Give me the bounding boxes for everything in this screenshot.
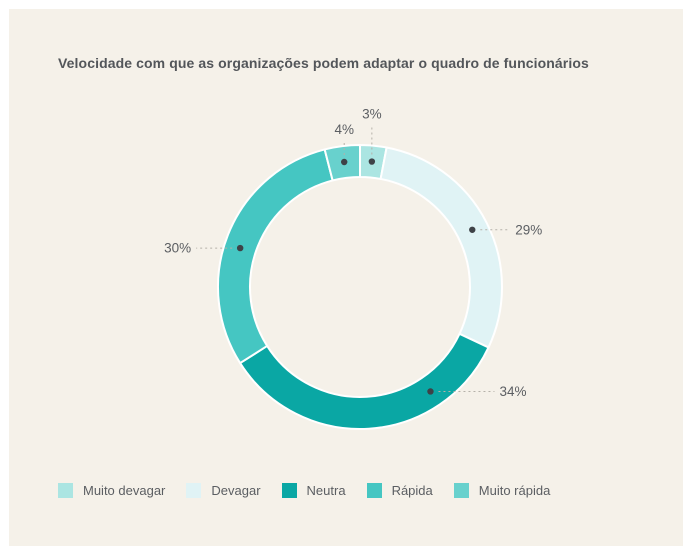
donut-slice-devagar[interactable] <box>379 146 503 349</box>
legend-label: Neutra <box>306 483 346 498</box>
chart-panel: Velocidade com que as organizações podem… <box>9 9 683 546</box>
legend-label: Muito devagar <box>83 483 166 498</box>
legend-item-devagar[interactable]: Devagar <box>186 483 261 498</box>
percent-label-devagar: 29% <box>515 222 542 237</box>
legend-swatch-icon <box>281 483 297 498</box>
leader-dot <box>368 158 376 165</box>
percent-label-rapida: 30% <box>164 241 191 256</box>
leader-dot <box>341 158 348 166</box>
donut-slice-neutra[interactable] <box>239 332 490 430</box>
legend-label: Devagar <box>211 483 261 498</box>
chart-legend: Muito devagar Devagar Neutra Rápida Muito rá… <box>58 483 571 498</box>
legend-label: Rápida <box>391 483 433 498</box>
leader-dot <box>469 226 476 233</box>
legend-item-muito-devagar[interactable]: Muito devagar <box>58 483 165 498</box>
donut-chart: 3% 29% 34% 30% 4% <box>164 107 542 430</box>
legend-item-muito-rapida[interactable]: Muito rápida <box>453 483 551 498</box>
leader-dot <box>427 388 434 395</box>
legend-item-neutra[interactable]: Neutra <box>281 483 346 498</box>
chart-title: Velocidade com que as organizações podem… <box>58 55 589 71</box>
legend-label: Muito rápida <box>478 483 551 498</box>
percent-label-muito-devagar: 3% <box>362 107 382 122</box>
legend-swatch-icon <box>453 483 469 498</box>
percent-label-neutra: 34% <box>499 384 526 399</box>
legend-item-rapida[interactable]: Rápida <box>366 483 433 498</box>
legend-swatch-icon <box>366 483 382 498</box>
legend-swatch-icon <box>58 483 73 498</box>
leader-dot <box>236 244 244 252</box>
legend-swatch-icon <box>186 483 202 498</box>
percent-label-muito-rapida: 4% <box>334 122 354 137</box>
donut-slice-rapida[interactable] <box>217 148 334 365</box>
